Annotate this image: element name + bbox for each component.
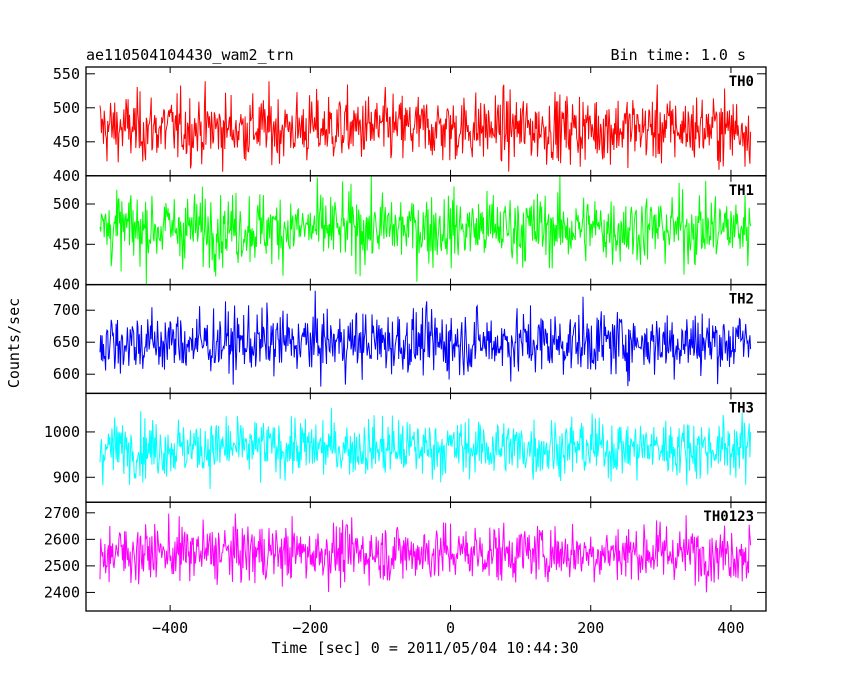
- x-axis-label: Time [sec] 0 = 2011/05/04 10:44:30: [271, 639, 578, 657]
- panel-frame: [85, 175, 767, 286]
- y-tick-label: 400: [53, 276, 80, 294]
- panel-th0123: 2400 2500 2600 2700 TH0123: [44, 501, 767, 612]
- x-tick-label: 0: [446, 619, 455, 637]
- channel-label: TH3: [729, 400, 754, 416]
- y-tick-label: 650: [53, 333, 80, 351]
- series-line-th2: [99, 290, 752, 387]
- series-line-th0: [99, 81, 752, 172]
- channel-label: TH0123: [703, 509, 754, 525]
- y-tick-label: 2400: [44, 583, 80, 601]
- y-tick-label: 2700: [44, 504, 80, 522]
- y-tick-label: 400: [53, 167, 80, 185]
- y-tick-label: 450: [53, 133, 80, 151]
- x-tick-label: 400: [717, 619, 744, 637]
- panels-group: 400 450 500 550 TH0 400 450 500 TH1 600 650 700 TH2 9…: [44, 65, 767, 612]
- chart-title: ae110504104430_wam2_trn: [86, 46, 294, 64]
- y-tick-label: 550: [53, 65, 80, 83]
- bin-time-label: Bin time: 1.0 s: [611, 46, 746, 64]
- panel-th3: 900 1000 TH3: [44, 392, 767, 503]
- channel-label: TH1: [729, 183, 754, 199]
- y-tick-label: 1000: [44, 423, 80, 441]
- panel-th0: 400 450 500 550 TH0: [53, 65, 767, 185]
- panel-th1: 400 450 500 TH1: [53, 175, 767, 294]
- y-tick-label: 2500: [44, 557, 80, 575]
- y-tick-label: 500: [53, 195, 80, 213]
- y-axis-label: Counts/sec: [5, 298, 23, 388]
- y-tick-label: 600: [53, 365, 80, 383]
- channel-label: TH0: [729, 74, 754, 90]
- y-tick-label: 450: [53, 235, 80, 253]
- x-axis: −400 −200 0 200 400: [152, 619, 744, 637]
- y-tick-label: 2600: [44, 530, 80, 548]
- panel-th2: 600 650 700 TH2: [53, 283, 767, 395]
- y-tick-label: 500: [53, 99, 80, 117]
- x-tick-label: 200: [577, 619, 604, 637]
- series-line-th3: [99, 407, 752, 490]
- x-tick-label: −200: [292, 619, 328, 637]
- panel-frame: [85, 501, 767, 612]
- y-tick-label: 900: [53, 468, 80, 486]
- series-line-th0123: [99, 513, 752, 593]
- x-tick-label: −400: [152, 619, 188, 637]
- channel-label: TH2: [729, 292, 754, 308]
- series-line-th1: [99, 175, 752, 285]
- y-tick-label: 700: [53, 301, 80, 319]
